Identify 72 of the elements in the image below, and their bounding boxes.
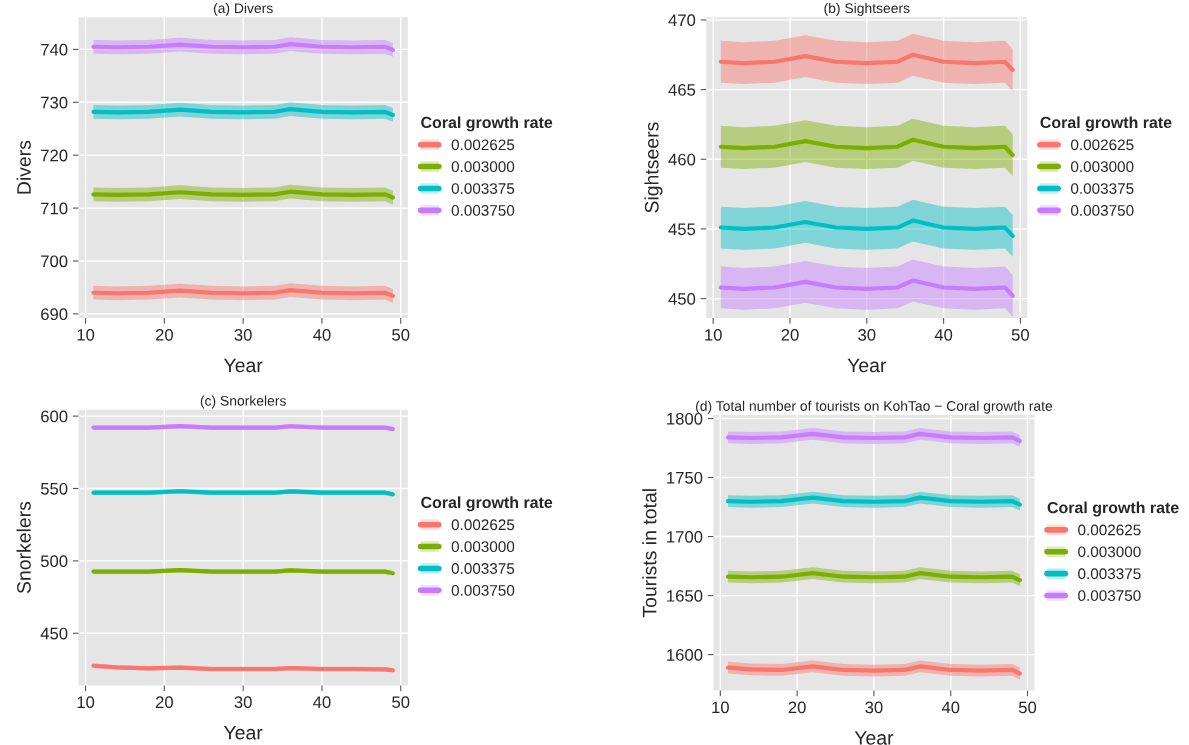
legend-label: 0.003375 (451, 563, 515, 574)
x-tick-label: 30 (234, 328, 252, 341)
legend-label: 0.002625 (1078, 524, 1141, 536)
x-tick-label: 10 (705, 328, 722, 341)
x-tick-label: 10 (77, 328, 95, 341)
y-tick-label: 1650 (667, 589, 703, 602)
x-axis-title: Year (223, 725, 263, 740)
legend-label: 0.002625 (1070, 139, 1134, 151)
y-tick-label: 470 (668, 14, 696, 27)
y-tick-label: 500 (40, 555, 68, 568)
x-tick-label: 40 (934, 328, 953, 341)
legend-label: 0.002625 (451, 519, 515, 531)
y-tick-label: 460 (668, 153, 696, 166)
y-tick-label: 740 (41, 43, 68, 56)
x-tick-label: 20 (155, 696, 173, 709)
y-tick-label: 550 (40, 482, 68, 495)
x-tick-label: 20 (788, 701, 806, 714)
y-tick-label: 1700 (667, 530, 703, 543)
legend-label: 0.003375 (1078, 568, 1141, 580)
legend-title: Coral growth rate (1047, 501, 1179, 517)
y-tick-label: 690 (41, 308, 68, 321)
legend-label: 0.003375 (1070, 183, 1134, 194)
x-tick-label: 10 (712, 701, 729, 714)
x-axis-title: Year (223, 358, 263, 373)
y-axis-title: Snorkelers (16, 501, 31, 594)
y-tick-label: 450 (668, 293, 696, 305)
chart-title: (d) Total number of tourists on KohTao − Coral growth rate (696, 400, 1053, 414)
x-tick-label: 50 (392, 328, 410, 341)
y-tick-label: 465 (668, 83, 696, 96)
x-axis-title: Year (847, 358, 887, 373)
legend-title: Coral growth rate (421, 116, 553, 132)
x-tick-label: 30 (865, 701, 883, 714)
legend-label: 0.003000 (1070, 161, 1134, 173)
x-axis-title: Year (854, 731, 894, 745)
x-tick-label: 20 (781, 328, 799, 341)
x-tick-label: 30 (858, 328, 876, 341)
y-tick-label: 710 (41, 202, 68, 215)
y-axis-title: Divers (16, 140, 31, 194)
legend-label: 0.003750 (1078, 590, 1141, 602)
legend-label: 0.003000 (451, 161, 515, 173)
legend-label: 0.003750 (451, 205, 515, 216)
legend-label: 0.002625 (451, 139, 515, 151)
legend-label: 0.003375 (451, 183, 515, 194)
x-tick-label: 40 (313, 328, 331, 341)
y-tick-label: 730 (41, 96, 68, 109)
chart-title: (a) Divers (213, 2, 273, 16)
y-axis-title: Tourists in total (642, 489, 657, 618)
legend-label: 0.003750 (1070, 205, 1134, 216)
y-tick-label: 720 (41, 149, 68, 162)
y-tick-label: 1750 (667, 471, 703, 484)
y-axis-title: Sightseers (644, 122, 663, 213)
y-tick-label: 600 (41, 410, 68, 423)
chart-title: (c) Snorkelers (200, 395, 286, 409)
x-tick-label: 50 (1011, 328, 1029, 341)
chart-title: (b) Sightseers (824, 2, 910, 16)
y-tick-label: 450 (40, 627, 68, 640)
x-tick-label: 50 (392, 696, 410, 709)
legend-label: 0.003000 (451, 541, 515, 553)
legend-label: 0.003750 (451, 584, 515, 596)
x-tick-label: 50 (1018, 701, 1037, 714)
y-tick-label: 455 (668, 223, 696, 236)
legend-title: Coral growth rate (421, 496, 553, 512)
y-tick-label: 1800 (667, 412, 703, 425)
x-tick-label: 10 (77, 696, 95, 709)
legend-label: 0.003000 (1078, 546, 1141, 558)
legend-title: Coral growth rate (1040, 116, 1172, 132)
x-tick-label: 40 (941, 701, 960, 714)
y-tick-label: 1600 (667, 649, 703, 661)
x-tick-label: 20 (155, 328, 173, 341)
x-tick-label: 30 (234, 696, 252, 709)
x-tick-label: 40 (313, 696, 331, 709)
y-tick-label: 700 (41, 255, 68, 268)
